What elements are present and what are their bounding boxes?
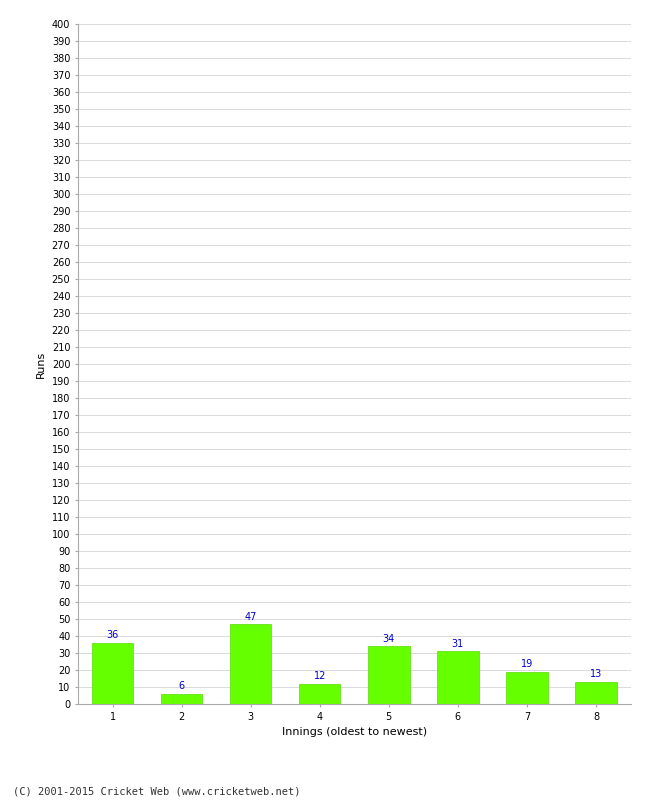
Bar: [506, 672, 547, 704]
Text: 13: 13: [590, 670, 602, 679]
X-axis label: Innings (oldest to newest): Innings (oldest to newest): [281, 727, 427, 737]
Text: 47: 47: [244, 611, 257, 622]
Bar: [299, 683, 341, 704]
Bar: [368, 646, 410, 704]
Text: 19: 19: [521, 659, 533, 669]
Bar: [575, 682, 617, 704]
Text: 34: 34: [383, 634, 395, 644]
Bar: [437, 651, 478, 704]
Text: 6: 6: [179, 682, 185, 691]
Y-axis label: Runs: Runs: [36, 350, 46, 378]
Text: 31: 31: [452, 638, 464, 649]
Bar: [161, 694, 202, 704]
Text: 36: 36: [107, 630, 119, 640]
Text: 12: 12: [313, 671, 326, 681]
Text: (C) 2001-2015 Cricket Web (www.cricketweb.net): (C) 2001-2015 Cricket Web (www.cricketwe…: [13, 786, 300, 796]
Bar: [230, 624, 272, 704]
Bar: [92, 643, 133, 704]
